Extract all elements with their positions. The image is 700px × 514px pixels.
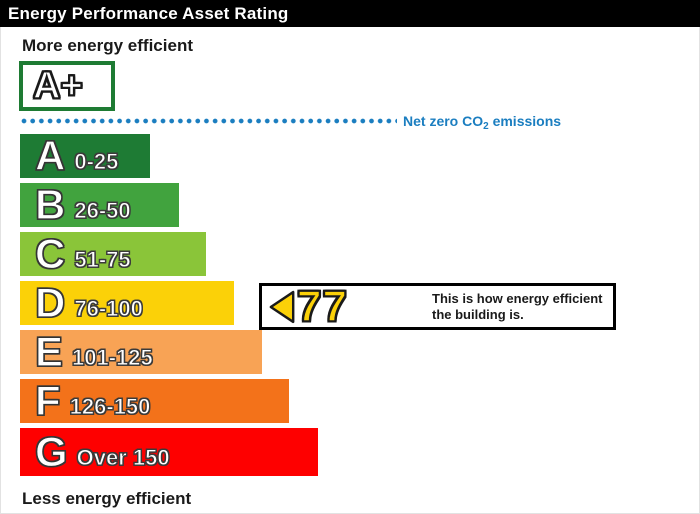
aplus-letter: A+ [32, 65, 83, 107]
band-c-range: 51-75 [74, 247, 131, 273]
band-d: D 76-100 [20, 279, 234, 326]
netzero-text-pre: Net zero CO [403, 113, 484, 129]
band-e-letter: E [34, 328, 64, 375]
band-f-letter: F [34, 377, 61, 424]
current-rating-value: 77 [296, 282, 348, 331]
band-e-range: 101-125 [72, 345, 154, 371]
left-arrow-icon [269, 290, 295, 323]
page-title: Energy Performance Asset Rating [8, 3, 289, 23]
band-b-letter: B [34, 181, 66, 228]
band-d-range: 76-100 [74, 296, 143, 322]
band-g-letter: G [34, 428, 68, 475]
aplus-band: A+ [19, 61, 115, 111]
header-bar: Energy Performance Asset Rating [0, 0, 700, 27]
band-a: A 0-25 [20, 132, 150, 179]
band-c: C 51-75 [20, 230, 206, 277]
more-efficient-label: More energy efficient [22, 36, 193, 55]
less-efficient-label: Less energy efficient [22, 489, 192, 508]
band-f-range: 126-150 [69, 394, 151, 420]
netzero-label: Net zero CO2 emissions [403, 113, 561, 132]
band-a-range: 0-25 [74, 149, 119, 175]
band-c-letter: C [34, 230, 66, 277]
indicator-description-line2: the building is. [432, 307, 524, 322]
band-g-range: Over 150 [76, 445, 170, 471]
band-b-range: 26-50 [74, 198, 131, 224]
band-e: E 101-125 [20, 328, 262, 375]
netzero-dotted-line [20, 117, 397, 125]
band-a-letter: A [34, 132, 66, 179]
band-d-letter: D [34, 279, 66, 326]
rating-bands: A 0-25 B 26-50 C 51-75 D 76-100 E 101-12… [20, 132, 318, 481]
netzero-subscript: 2 [483, 121, 489, 132]
band-g: G Over 150 [20, 428, 318, 476]
band-f: F 126-150 [20, 377, 289, 424]
band-b: B 26-50 [20, 181, 179, 228]
indicator-description: This is how energy efficient the buildin… [432, 291, 602, 323]
indicator-description-line1: This is how energy efficient [432, 291, 603, 306]
netzero-text-post: emissions [488, 113, 562, 129]
current-rating-indicator: 77 This is how energy efficient the buil… [259, 283, 616, 330]
